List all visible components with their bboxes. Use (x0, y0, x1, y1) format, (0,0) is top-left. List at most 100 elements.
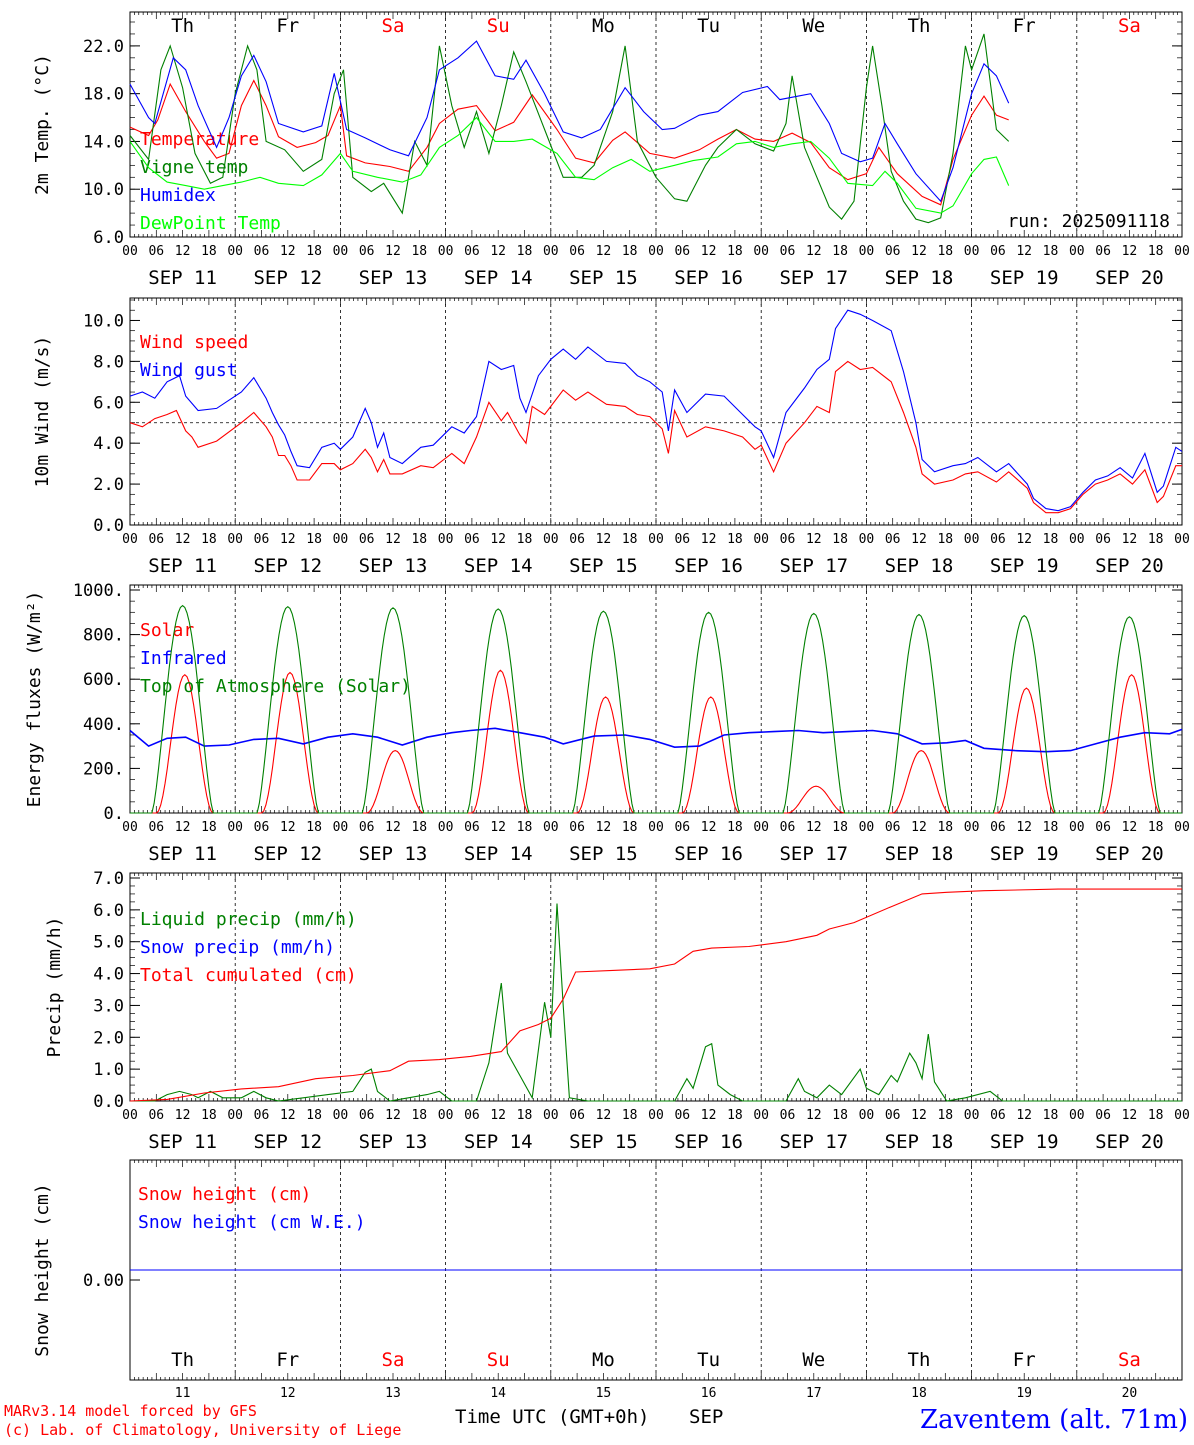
station-label: Zaventem (alt. 71m) (920, 1405, 1188, 1435)
y-tick-label: 6.0 (93, 901, 124, 921)
y-tick-label: 14.0 (83, 132, 124, 152)
day-number-label: 19 (1016, 1386, 1032, 1401)
x-hour-label: 00 (753, 532, 769, 547)
x-hour-label: 12 (1122, 1108, 1138, 1123)
x-hour-label: 18 (937, 532, 953, 547)
y-axis-label: Precip (mm/h) (44, 917, 65, 1058)
y-tick-label: 0.00 (83, 1271, 124, 1291)
x-date-label: SEP 16 (674, 555, 743, 577)
x-hour-label: 00 (964, 244, 980, 259)
x-hour-label: 12 (490, 244, 506, 259)
day-name-label: Mo (592, 15, 615, 37)
x-date-label: SEP 14 (464, 1131, 533, 1153)
x-date-label: SEP 17 (779, 843, 848, 865)
footer-lab: (c) Lab. of Climatology, University of L… (4, 1421, 401, 1439)
day-number-label: 13 (385, 1386, 401, 1401)
x-hour-label: 12 (806, 244, 822, 259)
y-tick-label: 1.0 (93, 1060, 124, 1080)
x-hour-label: 12 (280, 244, 296, 259)
day-number-label: 14 (490, 1386, 506, 1401)
x-hour-label: 06 (674, 244, 690, 259)
x-hour-label: 06 (464, 1108, 480, 1123)
day-name-label: Su (487, 1349, 510, 1371)
x-hour-label: 12 (806, 532, 822, 547)
x-hour-label: 12 (1016, 820, 1032, 835)
x-hour-label: 00 (1069, 820, 1085, 835)
y-tick-label: 600. (83, 670, 124, 690)
x-hour-label: 00 (648, 1108, 664, 1123)
x-hour-label: 18 (306, 1108, 322, 1123)
day-name-label: Fr (276, 15, 299, 37)
y-tick-label: 0.0 (93, 1092, 124, 1112)
legend-label: Temperature (140, 129, 259, 150)
x-hour-label: 12 (490, 1108, 506, 1123)
x-hour-label: 00 (543, 1108, 559, 1123)
x-hour-label: 00 (333, 244, 349, 259)
x-date-label: SEP 20 (1095, 1131, 1164, 1153)
x-hour-label: 18 (727, 532, 743, 547)
x-hour-label: 00 (1174, 820, 1190, 835)
x-hour-label: 06 (780, 1108, 796, 1123)
x-date-label: SEP 18 (885, 1131, 954, 1153)
x-date-label: SEP 11 (148, 1131, 217, 1153)
x-hour-label: 00 (122, 532, 138, 547)
x-hour-label: 18 (306, 244, 322, 259)
x-hour-label: 06 (148, 244, 164, 259)
panel-5: 0.00 Snow height (cm) Snow height (cm) Snow… (32, 1159, 1183, 1401)
x-hour-label: 12 (490, 532, 506, 547)
x-hour-label: 18 (517, 244, 533, 259)
x-date-label: SEP 14 (464, 267, 533, 289)
x-date-label: SEP 15 (569, 267, 638, 289)
x-date-label: SEP 18 (885, 267, 954, 289)
series-line (129, 116, 1010, 214)
y-tick-label: 400. (83, 715, 124, 735)
x-hour-label: 18 (411, 1108, 427, 1123)
x-hour-label: 12 (175, 532, 191, 547)
x-hour-label: 06 (885, 244, 901, 259)
x-hour-label: 06 (359, 532, 375, 547)
day-name-label: Tu (697, 15, 720, 37)
series-line (129, 727, 1183, 753)
x-hour-label: 12 (175, 244, 191, 259)
legend-label: Infrared (140, 648, 227, 669)
x-hour-label: 06 (1095, 1108, 1111, 1123)
x-hour-label: 00 (438, 1108, 454, 1123)
legend-label: Solar (140, 620, 194, 641)
y-axis-label: Snow height (cm) (32, 1183, 53, 1356)
x-hour-label: 00 (859, 244, 875, 259)
x-hour-label: 18 (306, 532, 322, 547)
x-date-label: SEP 14 (464, 555, 533, 577)
x-date-label: SEP 13 (359, 1131, 428, 1153)
y-axis-label: 2m Temp. (°C) (32, 54, 53, 195)
x-hour-label: 06 (990, 820, 1006, 835)
x-hour-label: 06 (674, 820, 690, 835)
x-hour-label: 18 (517, 532, 533, 547)
x-hour-label: 00 (753, 1108, 769, 1123)
x-hour-label: 18 (832, 244, 848, 259)
legend-label: Wind gust (140, 360, 238, 381)
x-hour-label: 00 (1069, 244, 1085, 259)
day-name-label: Th (171, 1349, 194, 1371)
legend-label: Snow precip (mm/h) (140, 937, 335, 958)
x-hour-label: 18 (622, 1108, 638, 1123)
x-date-label: SEP 13 (359, 555, 428, 577)
y-tick-label: 1000. (73, 581, 124, 601)
x-hour-label: 06 (885, 1108, 901, 1123)
panel-4: 0.0 1.0 2.0 3.0 4.0 5.0 6.0 7.0 Precip (mm/h) 00 0… (44, 869, 1190, 1153)
x-hour-label: 00 (964, 532, 980, 547)
x-hour-label: 06 (148, 1108, 164, 1123)
x-hour-label: 12 (1122, 532, 1138, 547)
day-name-label: Sa (1118, 15, 1141, 37)
x-hour-label: 00 (333, 820, 349, 835)
day-name-label: Sa (382, 15, 405, 37)
x-date-label: SEP 19 (990, 555, 1059, 577)
x-hour-label: 00 (227, 532, 243, 547)
day-number-label: 18 (911, 1386, 927, 1401)
legend-label: Humidex (140, 185, 216, 206)
x-hour-label: 06 (359, 244, 375, 259)
x-hour-label: 06 (254, 820, 270, 835)
x-date-label: SEP 19 (990, 1131, 1059, 1153)
y-tick-label: 800. (83, 626, 124, 646)
